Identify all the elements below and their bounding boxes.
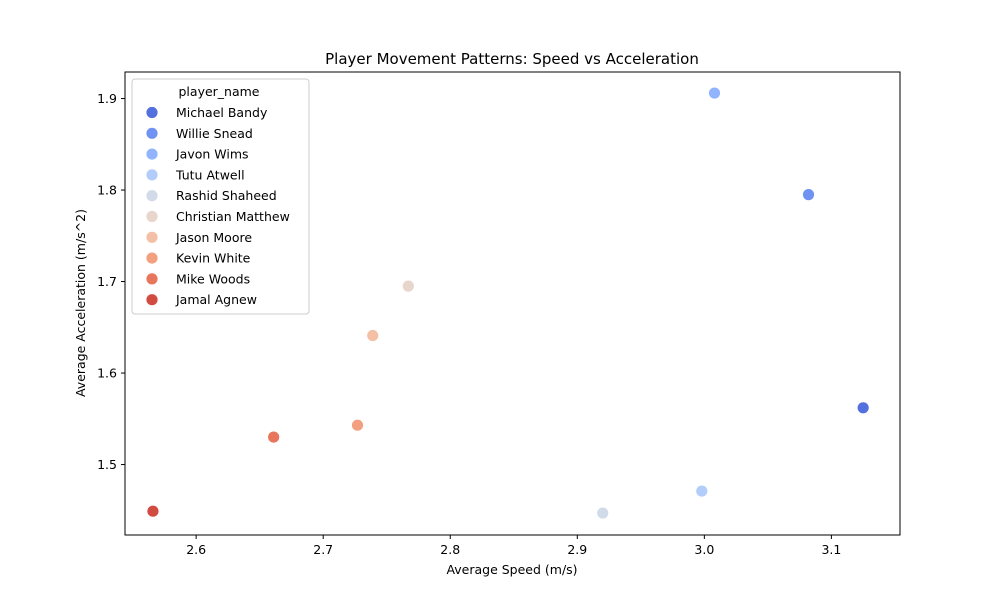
legend-title: player_name bbox=[179, 84, 260, 99]
legend-label: Mike Woods bbox=[176, 271, 250, 286]
legend-label: Christian Matthew bbox=[176, 209, 290, 224]
data-points bbox=[147, 87, 869, 519]
legend-marker bbox=[146, 106, 158, 119]
legend-label: Tutu Atwell bbox=[175, 167, 245, 182]
data-point bbox=[802, 189, 815, 201]
x-tick-label: 2.7 bbox=[313, 542, 333, 557]
legend-label: Jamal Agnew bbox=[175, 292, 257, 307]
legend-box bbox=[131, 78, 310, 315]
data-point bbox=[708, 87, 721, 99]
legend-marker bbox=[146, 210, 158, 223]
legend-marker bbox=[146, 148, 158, 160]
data-point bbox=[351, 419, 364, 431]
x-tick-label: 2.8 bbox=[440, 542, 460, 557]
plot-frame bbox=[124, 71, 901, 536]
legend-label: Willie Snead bbox=[176, 126, 253, 141]
data-point bbox=[367, 329, 379, 342]
data-point bbox=[857, 402, 869, 414]
legend-label: Kevin White bbox=[176, 251, 251, 266]
x-tick-label: 3.0 bbox=[694, 542, 714, 557]
legend-label: Rashid Shaheed bbox=[176, 188, 277, 203]
data-point bbox=[268, 431, 280, 443]
data-point bbox=[147, 505, 159, 517]
legend-marker bbox=[146, 169, 158, 181]
y-tick-label: 1.5 bbox=[97, 457, 117, 472]
chart-title: Player Movement Patterns: Speed vs Accel… bbox=[325, 50, 699, 68]
y-tick-label: 1.7 bbox=[97, 274, 117, 289]
y-axis-label: Average Acceleration (m/s^2) bbox=[73, 209, 88, 397]
legend-marker bbox=[146, 127, 158, 139]
x-axis-ticks: 2.6 2.7 2.8 2.9 3.0 3.1 bbox=[186, 535, 841, 557]
y-tick-label: 1.6 bbox=[97, 366, 117, 381]
legend-label: Jason Moore bbox=[175, 230, 252, 245]
x-tick-label: 3.1 bbox=[821, 542, 841, 557]
legend-marker bbox=[146, 252, 158, 264]
legend-marker bbox=[146, 294, 158, 306]
legend-items: Michael Bandy Willie Snead Javon Wims Tutu … bbox=[146, 105, 290, 307]
legend-marker bbox=[146, 273, 158, 285]
legend-marker bbox=[146, 231, 158, 243]
y-tick-label: 1.8 bbox=[97, 183, 117, 198]
x-tick-label: 2.6 bbox=[186, 542, 206, 557]
data-point bbox=[597, 507, 609, 519]
data-point bbox=[696, 485, 708, 497]
plot-area: 2.6 2.7 2.8 2.9 3.0 3.1 1.5 1.6 1.7 1.8 1.9 bbox=[97, 71, 901, 557]
data-point bbox=[402, 280, 414, 292]
legend-label: Michael Bandy bbox=[176, 105, 268, 120]
legend-marker bbox=[146, 190, 158, 202]
legend: player_name Michael Bandy Willie Snead Jav… bbox=[131, 78, 310, 315]
y-axis-ticks: 1.5 1.6 1.7 1.8 1.9 bbox=[97, 91, 125, 472]
legend-label: Javon Wims bbox=[175, 147, 249, 162]
x-tick-label: 2.9 bbox=[567, 542, 587, 557]
x-axis-label: Average Speed (m/s) bbox=[446, 562, 577, 577]
y-tick-label: 1.9 bbox=[97, 91, 117, 106]
